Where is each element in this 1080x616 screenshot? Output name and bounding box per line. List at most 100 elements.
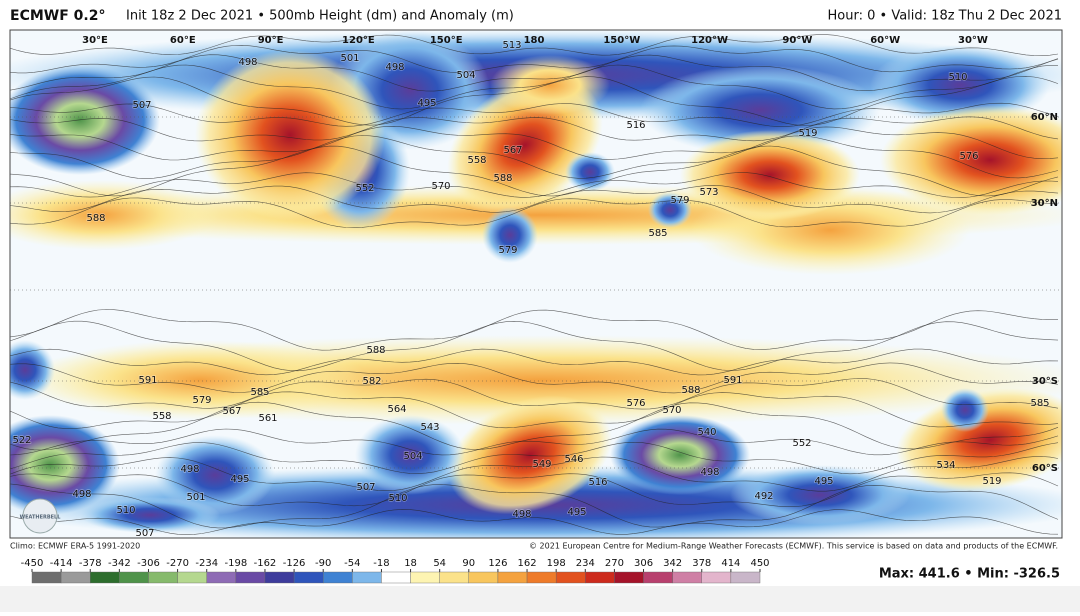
contour-label: 498 bbox=[72, 489, 91, 500]
contour-line bbox=[10, 348, 1059, 376]
colorbar-tick-label: 90 bbox=[462, 558, 475, 569]
colorbar-segment bbox=[293, 571, 324, 584]
contour-line bbox=[10, 116, 1059, 142]
contour-label: 564 bbox=[387, 404, 406, 415]
colorbar-tick-label: 18 bbox=[404, 558, 417, 569]
contour-label: 588 bbox=[493, 173, 512, 184]
colorbar-segment bbox=[701, 571, 732, 584]
longitude-label: 30°E bbox=[82, 35, 108, 46]
contour-label: 570 bbox=[431, 181, 450, 192]
longitude-label: 120°W bbox=[691, 35, 728, 46]
colorbar-tick-label: -270 bbox=[166, 558, 189, 569]
longitude-label: 150°E bbox=[430, 35, 463, 46]
anomaly-blob bbox=[880, 105, 1062, 215]
contour-line bbox=[10, 362, 1059, 394]
contour-line bbox=[10, 172, 1059, 198]
latitude-labels: 60°N 30°N 30°S 60°S bbox=[1031, 112, 1058, 474]
contour-line bbox=[10, 441, 1059, 475]
contour-label: 543 bbox=[420, 422, 439, 433]
contour-label: 570 bbox=[662, 405, 681, 416]
anomaly-blob bbox=[482, 207, 538, 263]
colorbar-tick-label: 306 bbox=[634, 558, 653, 569]
contour-line bbox=[10, 54, 1059, 92]
contour-label: 507 bbox=[135, 528, 154, 539]
longitude-label: 120°E bbox=[342, 35, 375, 46]
contour-line bbox=[10, 125, 1059, 161]
contour-label: 579 bbox=[192, 395, 211, 406]
colorbar-segment bbox=[614, 571, 644, 584]
anomaly-blob bbox=[195, 50, 385, 220]
contour-line bbox=[10, 456, 1059, 492]
anomaly-blob bbox=[30, 340, 370, 420]
contour-label: 549 bbox=[532, 459, 551, 470]
colorbar-segment bbox=[497, 571, 528, 584]
longitude-label: 150°W bbox=[603, 35, 640, 46]
colorbar-tick-label: 342 bbox=[663, 558, 682, 569]
anomaly-blob bbox=[730, 465, 910, 525]
contour-label: 516 bbox=[626, 120, 645, 131]
contour-label: 552 bbox=[792, 438, 811, 449]
contour-line bbox=[10, 44, 1059, 74]
contour-label: 561 bbox=[258, 413, 277, 424]
longitude-label: 90°E bbox=[258, 35, 284, 46]
contour-label: 513 bbox=[502, 40, 521, 51]
anomaly-blob bbox=[610, 415, 750, 495]
contour-label: 558 bbox=[152, 411, 171, 422]
contour-label: 588 bbox=[366, 345, 385, 356]
contour-label: 498 bbox=[700, 467, 719, 478]
colorbar-segment bbox=[526, 571, 557, 584]
contour-lines bbox=[10, 34, 1062, 536]
contour-line bbox=[10, 64, 1058, 110]
longitude-label: 180 bbox=[524, 35, 545, 46]
bottom-strip bbox=[0, 586, 1080, 612]
subtitle: Init 18z 2 Dec 2021 • 500mb Height (dm) … bbox=[126, 9, 514, 24]
contour-label: 495 bbox=[567, 507, 586, 518]
anomaly-blob bbox=[355, 415, 465, 495]
contour-label: 567 bbox=[503, 145, 522, 156]
logo-text: WEATHERBELL bbox=[20, 515, 62, 521]
anomaly-blob bbox=[680, 130, 860, 220]
colorbar-tick-label: 198 bbox=[547, 558, 566, 569]
max-min: Max: 441.6 • Min: -326.5 bbox=[879, 567, 1060, 582]
contour-line bbox=[10, 34, 1059, 57]
anomaly-blob bbox=[10, 415, 120, 515]
colorbar-segment bbox=[90, 571, 120, 584]
contour-line bbox=[10, 75, 1059, 126]
colorbar-segment bbox=[555, 571, 586, 584]
contour-line bbox=[10, 391, 1059, 429]
colorbar-segment bbox=[352, 571, 382, 584]
colorbar-tick-label: -198 bbox=[224, 558, 247, 569]
longitude-label: 30°W bbox=[958, 35, 988, 46]
colorbar-segment bbox=[410, 571, 440, 584]
contour-line bbox=[10, 102, 1059, 127]
longitude-labels: 30°E 60°E 90°E 120°E 150°E 180 150°W 120°W 90°W 6… bbox=[82, 35, 988, 46]
contour-label: 579 bbox=[498, 245, 517, 256]
contour-label: 585 bbox=[250, 387, 269, 398]
colorbar-tick-label: 126 bbox=[488, 558, 507, 569]
contour-line bbox=[10, 309, 1058, 351]
map-area: 498 5014985044955135075105165195585675885… bbox=[10, 30, 1062, 539]
contour-label: 510 bbox=[116, 505, 135, 516]
colorbar-tick-label: -378 bbox=[79, 558, 102, 569]
latitude-label: 30°S bbox=[1032, 376, 1058, 387]
contour-label: 585 bbox=[648, 228, 667, 239]
copyright: © 2021 European Centre for Medium-Range … bbox=[529, 542, 1058, 551]
anomaly-blob bbox=[640, 65, 880, 155]
colorbar-segment bbox=[468, 571, 499, 584]
contour-label: 540 bbox=[697, 427, 716, 438]
contour-label: 507 bbox=[356, 482, 375, 493]
colorbar-tick-label: -306 bbox=[137, 558, 160, 569]
colorbar-segment bbox=[264, 571, 295, 584]
colorbar-segment bbox=[585, 571, 615, 584]
colorbar-tick-label: -90 bbox=[315, 558, 331, 569]
colorbar-segment bbox=[439, 571, 469, 584]
colorbar-segment bbox=[177, 571, 207, 584]
colorbar-segment bbox=[235, 571, 266, 584]
contour-label: 567 bbox=[222, 406, 241, 417]
colorbar-tick-label: 270 bbox=[605, 558, 624, 569]
longitude-label: 60°E bbox=[170, 35, 196, 46]
colorbar-segment bbox=[60, 571, 91, 584]
contour-label: 522 bbox=[12, 435, 31, 446]
contour-line bbox=[10, 378, 1059, 410]
anomaly-blob bbox=[490, 55, 610, 115]
